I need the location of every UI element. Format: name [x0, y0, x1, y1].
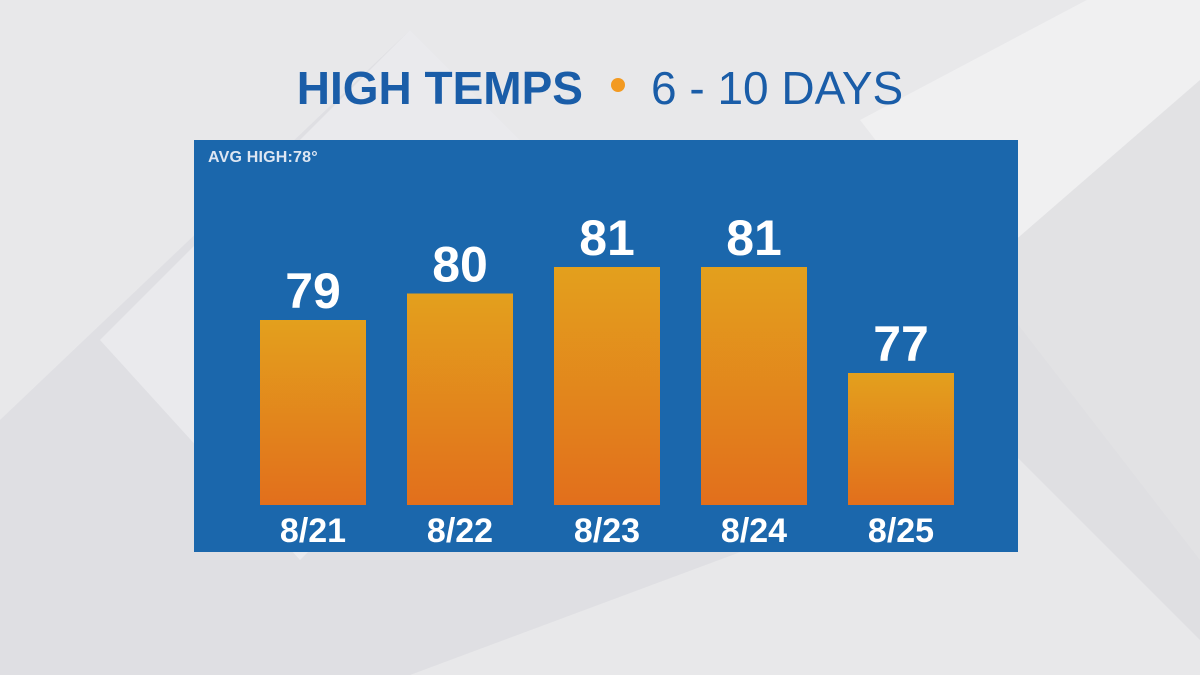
bar-value-label: 81 [579, 210, 635, 266]
title-bullet-icon [610, 78, 625, 92]
bar-8-25 [848, 373, 954, 505]
avg-high-annotation: AVG HIGH:78° [208, 149, 318, 166]
bar-value-label: 80 [432, 237, 488, 293]
bar-8-21 [260, 320, 366, 505]
title-subtitle: 6 - 10 DAYS [650, 62, 904, 114]
bar-8-22 [407, 293, 513, 505]
category-label: 8/25 [868, 512, 934, 550]
category-label: 8/21 [280, 512, 346, 550]
bar-8-24 [701, 267, 807, 505]
chart-title: HIGH TEMPS 6 - 10 DAYS [0, 58, 1200, 118]
category-label: 8/24 [721, 512, 787, 550]
bar-chart: 79 8/21 80 8/22 81 8/23 81 8/24 77 8/25 [260, 210, 954, 550]
bar-value-label: 81 [726, 210, 782, 266]
category-label: 8/23 [574, 512, 640, 550]
title-main: HIGH TEMPS [296, 62, 583, 114]
bar-value-label: 77 [873, 316, 929, 372]
chart-panel: 79 8/21 80 8/22 81 8/23 81 8/24 77 8/25 AVG HIGH:… [194, 140, 1018, 552]
bar-8-23 [554, 267, 660, 505]
bar-value-label: 79 [285, 263, 341, 319]
category-label: 8/22 [427, 512, 493, 550]
